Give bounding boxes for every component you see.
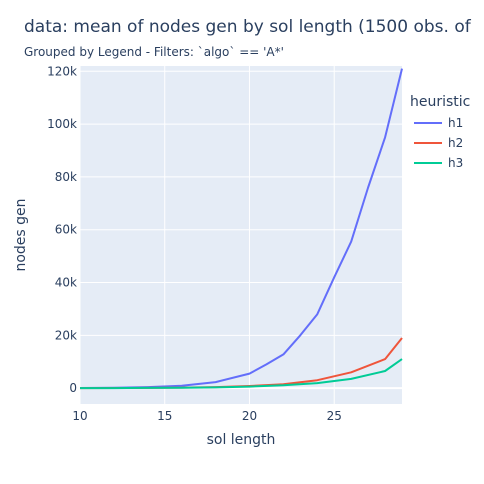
x-tick-label: 25 [327,409,342,423]
x-tick-label: 15 [157,409,172,423]
legend[interactable]: heuristic h1 h2 h3 [410,94,470,170]
chart-subtitle: Grouped by Legend - Filters: `algo` == '… [24,45,284,59]
legend-label-h3[interactable]: h3 [448,156,463,170]
y-axis-title: nodes gen [13,198,29,271]
series-lines [79,68,403,390]
y-tick-label: 120k [47,64,77,78]
x-axis-title: sol length [207,432,276,448]
series-line-h3 [80,358,403,390]
y-axis-ticks: 0 20k 40k 60k 80k 100k 120k [47,64,77,395]
legend-title: heuristic [410,94,470,110]
plot-area [80,66,402,404]
x-axis-ticks: 10 15 20 25 [72,409,341,423]
y-tick-label: 20k [55,328,77,342]
y-tick-label: 60k [55,223,77,237]
y-tick-label: 100k [47,117,77,131]
y-tick-label: 40k [55,276,77,290]
x-tick-label: 10 [72,409,87,423]
y-tick-label: 0 [69,381,77,395]
legend-label-h1[interactable]: h1 [448,116,463,130]
grid [79,66,402,404]
legend-label-h2[interactable]: h2 [448,136,463,150]
series-line-h1 [79,68,403,389]
y-tick-label: 80k [55,170,77,184]
chart-title: data: mean of nodes gen by sol length (1… [24,17,472,37]
x-tick-label: 20 [242,409,257,423]
